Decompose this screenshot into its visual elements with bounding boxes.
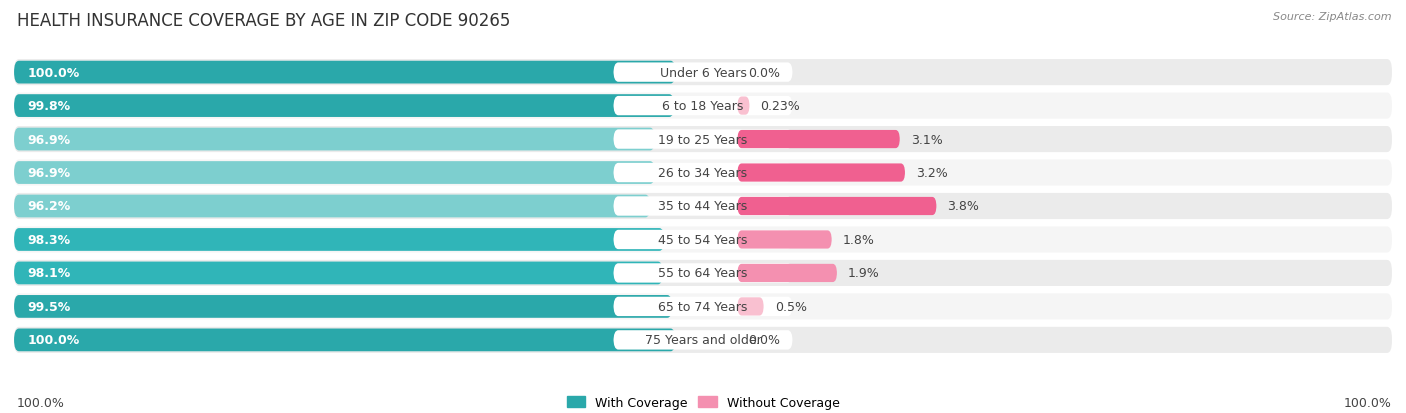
Text: 0.23%: 0.23%	[761, 100, 800, 113]
Text: Under 6 Years: Under 6 Years	[659, 66, 747, 79]
FancyBboxPatch shape	[613, 297, 793, 316]
FancyBboxPatch shape	[14, 262, 662, 285]
FancyBboxPatch shape	[738, 264, 837, 282]
Text: 26 to 34 Years: 26 to 34 Years	[658, 166, 748, 180]
Text: 0.0%: 0.0%	[748, 334, 780, 347]
FancyBboxPatch shape	[14, 127, 1392, 153]
FancyBboxPatch shape	[14, 128, 655, 151]
Text: 35 to 44 Years: 35 to 44 Years	[658, 200, 748, 213]
FancyBboxPatch shape	[14, 160, 1392, 186]
FancyBboxPatch shape	[14, 260, 1392, 286]
Text: 98.3%: 98.3%	[28, 233, 70, 247]
Text: 100.0%: 100.0%	[28, 66, 80, 79]
FancyBboxPatch shape	[613, 63, 793, 83]
Text: 100.0%: 100.0%	[28, 334, 80, 347]
FancyBboxPatch shape	[14, 195, 651, 218]
Text: 100.0%: 100.0%	[1344, 396, 1392, 409]
Text: 1.9%: 1.9%	[848, 267, 880, 280]
FancyBboxPatch shape	[738, 231, 832, 249]
Text: 96.2%: 96.2%	[28, 200, 72, 213]
Text: 99.8%: 99.8%	[28, 100, 70, 113]
FancyBboxPatch shape	[14, 62, 675, 84]
Text: Source: ZipAtlas.com: Source: ZipAtlas.com	[1274, 12, 1392, 22]
FancyBboxPatch shape	[613, 263, 793, 283]
FancyBboxPatch shape	[613, 164, 793, 183]
FancyBboxPatch shape	[738, 97, 749, 115]
FancyBboxPatch shape	[14, 162, 655, 185]
FancyBboxPatch shape	[14, 295, 672, 318]
Text: 6 to 18 Years: 6 to 18 Years	[662, 100, 744, 113]
Legend: With Coverage, Without Coverage: With Coverage, Without Coverage	[561, 391, 845, 413]
FancyBboxPatch shape	[14, 329, 675, 351]
FancyBboxPatch shape	[738, 164, 905, 182]
Text: 96.9%: 96.9%	[28, 133, 70, 146]
Text: 3.1%: 3.1%	[911, 133, 942, 146]
FancyBboxPatch shape	[14, 327, 1392, 353]
FancyBboxPatch shape	[613, 197, 793, 216]
FancyBboxPatch shape	[14, 227, 1392, 253]
Text: 0.5%: 0.5%	[775, 300, 807, 313]
Text: 19 to 25 Years: 19 to 25 Years	[658, 133, 748, 146]
Text: 3.2%: 3.2%	[917, 166, 948, 180]
FancyBboxPatch shape	[14, 294, 1392, 320]
FancyBboxPatch shape	[14, 95, 673, 118]
Text: 98.1%: 98.1%	[28, 267, 72, 280]
Text: 3.8%: 3.8%	[948, 200, 980, 213]
FancyBboxPatch shape	[613, 230, 793, 249]
FancyBboxPatch shape	[14, 60, 1392, 86]
FancyBboxPatch shape	[738, 197, 936, 216]
FancyBboxPatch shape	[613, 330, 793, 350]
FancyBboxPatch shape	[738, 131, 900, 149]
Text: 1.8%: 1.8%	[842, 233, 875, 247]
Text: 100.0%: 100.0%	[17, 396, 65, 409]
FancyBboxPatch shape	[14, 93, 1392, 119]
FancyBboxPatch shape	[738, 298, 763, 316]
FancyBboxPatch shape	[613, 97, 793, 116]
Text: 96.9%: 96.9%	[28, 166, 70, 180]
Text: 45 to 54 Years: 45 to 54 Years	[658, 233, 748, 247]
Text: 55 to 64 Years: 55 to 64 Years	[658, 267, 748, 280]
FancyBboxPatch shape	[14, 193, 1392, 220]
FancyBboxPatch shape	[613, 130, 793, 150]
FancyBboxPatch shape	[14, 228, 664, 251]
Text: HEALTH INSURANCE COVERAGE BY AGE IN ZIP CODE 90265: HEALTH INSURANCE COVERAGE BY AGE IN ZIP …	[17, 12, 510, 30]
Text: 65 to 74 Years: 65 to 74 Years	[658, 300, 748, 313]
Text: 75 Years and older: 75 Years and older	[644, 334, 762, 347]
Text: 99.5%: 99.5%	[28, 300, 72, 313]
Text: 0.0%: 0.0%	[748, 66, 780, 79]
